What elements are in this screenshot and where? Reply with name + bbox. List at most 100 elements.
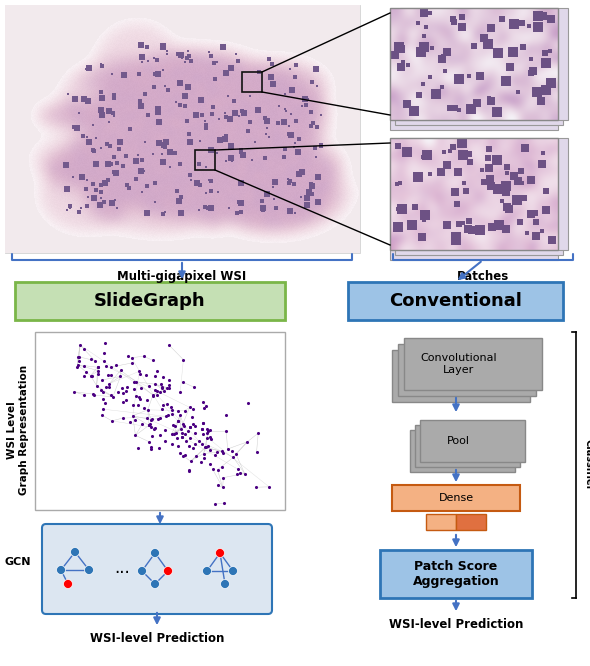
Point xyxy=(179,420,189,431)
Point xyxy=(233,464,242,475)
Point xyxy=(140,403,149,414)
Bar xyxy=(390,8,558,120)
Point xyxy=(143,404,153,415)
Point xyxy=(123,351,133,362)
Text: Multi-gigapixel WSI: Multi-gigapixel WSI xyxy=(117,270,247,283)
Point xyxy=(94,366,103,376)
Point xyxy=(158,404,167,415)
Bar xyxy=(242,72,262,92)
Bar xyxy=(415,425,520,467)
Point xyxy=(188,419,198,430)
Point xyxy=(185,433,194,444)
Point xyxy=(156,429,165,440)
Point xyxy=(158,382,167,393)
Point xyxy=(127,358,136,368)
Circle shape xyxy=(163,567,172,575)
Circle shape xyxy=(150,579,159,589)
Point xyxy=(135,369,145,380)
Point xyxy=(132,376,141,387)
Text: SlideGraph: SlideGraph xyxy=(94,292,206,310)
Point xyxy=(202,424,212,435)
Text: GCN: GCN xyxy=(5,557,31,567)
Point xyxy=(185,422,195,432)
Point xyxy=(100,398,110,408)
Point xyxy=(190,421,199,432)
Point xyxy=(208,464,218,475)
Point xyxy=(86,370,95,381)
Point xyxy=(90,355,99,366)
Bar xyxy=(390,138,558,250)
Point xyxy=(173,416,183,426)
Point xyxy=(173,416,182,426)
Point xyxy=(87,371,97,382)
Point xyxy=(164,410,173,420)
Point xyxy=(86,354,96,364)
Point xyxy=(219,498,228,509)
Point xyxy=(181,450,190,460)
Text: Convolutional
Layer: Convolutional Layer xyxy=(421,353,497,375)
Point xyxy=(137,419,147,430)
Text: Conventional: Conventional xyxy=(389,292,522,310)
Point xyxy=(167,404,176,415)
Point xyxy=(131,391,140,402)
Point xyxy=(202,428,212,438)
Point xyxy=(185,402,194,413)
Point xyxy=(145,420,154,430)
Point xyxy=(146,444,156,454)
Point xyxy=(107,390,116,400)
Point xyxy=(128,410,137,421)
Bar xyxy=(426,514,456,530)
Point xyxy=(144,420,153,431)
Point xyxy=(111,360,120,370)
Point xyxy=(99,347,109,358)
Point xyxy=(198,429,208,440)
Point xyxy=(125,416,135,427)
Bar xyxy=(380,550,532,598)
Point xyxy=(166,401,175,412)
Point xyxy=(133,399,143,410)
Point xyxy=(199,448,208,459)
Point xyxy=(201,442,211,453)
Bar xyxy=(392,485,520,511)
Point xyxy=(194,436,204,446)
Point xyxy=(181,436,191,446)
Bar xyxy=(390,18,558,130)
Point xyxy=(92,380,101,391)
Bar xyxy=(404,338,542,390)
Point xyxy=(163,382,172,393)
Point xyxy=(139,351,148,362)
Point xyxy=(144,381,153,392)
Point xyxy=(179,451,188,462)
Point xyxy=(116,365,125,376)
Point xyxy=(243,398,253,408)
Point xyxy=(254,428,263,438)
Point xyxy=(93,362,102,372)
Point xyxy=(242,436,252,447)
Point xyxy=(178,418,188,429)
Point xyxy=(136,394,145,404)
Point xyxy=(127,352,136,363)
Point xyxy=(101,361,111,372)
Point xyxy=(199,402,208,413)
Point xyxy=(80,370,89,381)
Point xyxy=(160,436,170,446)
Point xyxy=(152,366,161,376)
Point xyxy=(142,370,151,380)
Point xyxy=(146,414,156,425)
Point xyxy=(177,427,186,438)
Point xyxy=(150,422,159,433)
Point xyxy=(185,422,195,433)
Point xyxy=(171,428,181,438)
Bar xyxy=(5,5,360,253)
Point xyxy=(88,389,97,400)
Point xyxy=(149,424,159,435)
Bar xyxy=(35,332,285,510)
Point xyxy=(154,443,163,454)
Point xyxy=(142,413,151,424)
Circle shape xyxy=(70,547,80,557)
Point xyxy=(117,383,127,394)
Point xyxy=(98,387,107,398)
Point xyxy=(203,426,212,437)
Point xyxy=(113,387,122,398)
Point xyxy=(188,443,197,454)
